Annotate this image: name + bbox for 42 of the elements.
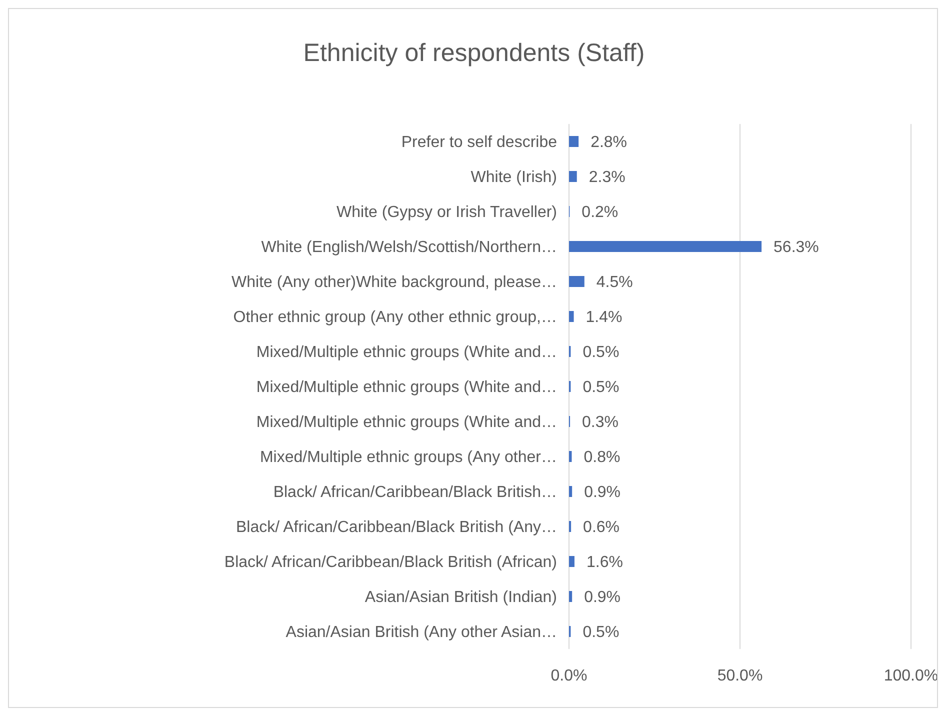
data-label: 0.9% [584, 484, 621, 502]
y-tick-label: Black/ African/Caribbean/Black British (Any… [236, 519, 557, 536]
bar [569, 451, 572, 462]
y-tick-label: Asian/Asian British (Any other Asian… [286, 624, 557, 642]
y-tick-label: Other ethnic group (Any other ethnic group,… [233, 309, 557, 326]
chart-title: Ethnicity of respondents (Staff) [302, 39, 646, 68]
y-tick-label: Mixed/Multiple ethnic groups (White and… [256, 379, 557, 396]
data-label: 0.2% [582, 204, 618, 222]
data-label: 0.6% [583, 519, 620, 536]
data-label: 0.5% [582, 344, 620, 362]
data-label: 0.8% [584, 449, 620, 466]
data-label: 0.5% [582, 379, 620, 396]
y-tick-label: Mixed/Multiple ethnic groups (White and… [256, 414, 557, 432]
y-tick-label: White (Gypsy or Irish Traveller) [336, 204, 557, 222]
y-tick-label: White (English/Welsh/Scottish/Northern… [261, 239, 557, 256]
bar [569, 311, 574, 322]
y-tick-label: White (Any other)White background, please… [232, 274, 557, 292]
y-tick-label: Mixed/Multiple ethnic groups (White and… [256, 344, 557, 362]
bar [569, 171, 577, 182]
y-tick-label: Black/ African/Caribbean/Black British (African) [224, 554, 557, 572]
y-tick-label: Prefer to self describe [401, 134, 558, 152]
data-label: 1.6% [586, 554, 623, 572]
data-label: 2.8% [590, 134, 628, 152]
data-label: 0.3% [582, 414, 618, 432]
data-label: 0.5% [582, 624, 620, 642]
bar [569, 556, 574, 567]
y-tick-label: White (Irish) [470, 169, 557, 186]
data-label: 4.5% [596, 274, 633, 292]
x-tick-label: 0.0% [550, 667, 588, 684]
data-label: 2.3% [588, 169, 626, 186]
bar [569, 486, 572, 497]
data-label: 0.9% [584, 589, 621, 606]
bar [569, 276, 584, 287]
x-tick-label: 50.0% [717, 667, 763, 684]
bar [569, 591, 572, 602]
y-tick-label: Asian/Asian British (Indian) [364, 589, 557, 606]
y-tick-label: Black/ African/Caribbean/Black British… [273, 484, 557, 502]
bar [569, 136, 579, 147]
data-label: 1.4% [586, 309, 622, 326]
data-label: 56.3% [774, 239, 819, 256]
bar [569, 241, 762, 252]
y-tick-label: Mixed/Multiple ethnic groups (Any other… [260, 449, 557, 466]
